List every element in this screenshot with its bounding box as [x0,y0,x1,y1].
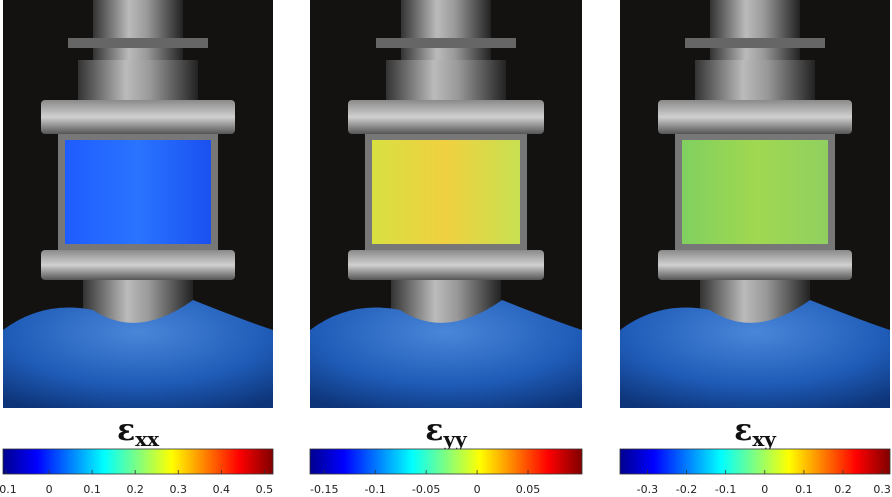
tick-label: 0.1 [795,483,813,496]
tick-label: 0.4 [213,483,231,496]
photo [310,0,582,408]
strain-subscript: xy [752,427,777,451]
colorbar [309,448,583,475]
photo [3,0,273,408]
tick-label: 0.2 [126,483,144,496]
strain-label: εyy [425,413,468,451]
strain-symbol: ε [425,413,443,448]
tick-label: 0 [46,483,53,496]
colorbar [2,448,274,475]
tick-label: 0 [474,483,481,496]
tick-label: -0.15 [310,483,338,496]
tick-label: -0.1 [715,483,736,496]
strain-subscript: yy [443,427,469,451]
strain-symbol: ε [117,413,135,448]
tick-label: 0 [761,483,768,496]
tick-label: 0.1 [83,483,101,496]
tick-label: 0.05 [516,483,541,496]
tick-label: -0.3 [637,483,658,496]
tick-label: 0.5 [256,483,274,496]
tick-label: -0.1 [364,483,385,496]
tick-label: -0.1 [0,483,17,496]
strain-label: εxx [117,413,160,451]
strain-label: εxy [734,413,777,451]
tick-label: -0.2 [676,483,697,496]
tick-label: 0.3 [170,483,188,496]
colorbar [619,448,891,475]
strain-symbol: ε [734,413,752,448]
tick-label: 0.3 [873,483,891,496]
tick-label: -0.05 [412,483,440,496]
photo [620,0,890,408]
tick-label: 0.2 [834,483,852,496]
strain-subscript: xx [135,427,160,451]
